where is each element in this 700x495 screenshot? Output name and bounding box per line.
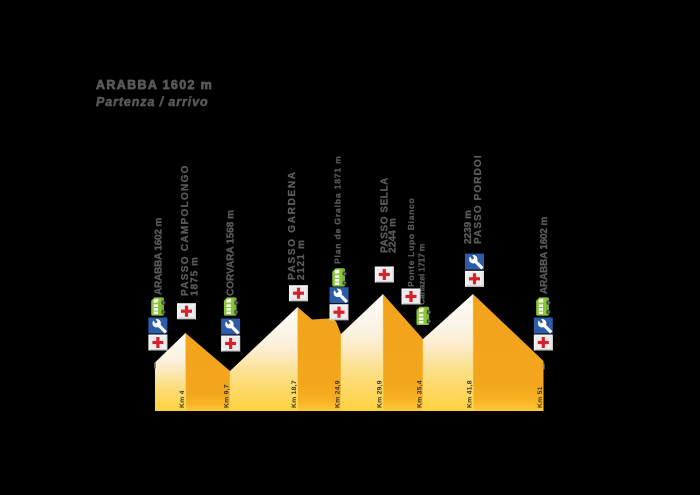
- svg-text:Km 4: Km 4: [179, 390, 186, 408]
- svg-text:2244 m: 2244 m: [388, 218, 399, 253]
- svg-text:Km 9,7: Km 9,7: [224, 384, 231, 408]
- svg-text:ARABBA 1602 m: ARABBA 1602 m: [539, 217, 550, 294]
- svg-text:Km 41,8: Km 41,8: [467, 380, 474, 408]
- svg-text:Km 51: Km 51: [537, 386, 544, 408]
- svg-text:CORVARA 1568 m: CORVARA 1568 m: [226, 210, 237, 296]
- svg-text:Km 18,7: Km 18,7: [291, 380, 298, 408]
- svg-text:PASSO PORDOI: PASSO PORDOI: [473, 154, 484, 244]
- svg-text:1875 m: 1875 m: [190, 256, 201, 296]
- svg-text:Km 35,4: Km 35,4: [417, 380, 424, 408]
- svg-text:ARABBA 1602 m: ARABBA 1602 m: [154, 218, 165, 295]
- svg-text:2121 m: 2121 m: [296, 239, 307, 280]
- svg-text:Km 29,9: Km 29,9: [377, 380, 384, 408]
- svg-text:Canazei 1717 m: Canazei 1717 m: [417, 243, 427, 305]
- svg-text:Km 24,9: Km 24,9: [335, 380, 342, 408]
- svg-text:PASSO CAMPOLONGO: PASSO CAMPOLONGO: [180, 164, 191, 296]
- svg-text:2239 m: 2239 m: [463, 210, 474, 244]
- svg-text:PASSO GARDENA: PASSO GARDENA: [287, 170, 298, 280]
- svg-text:PASSO SELLA: PASSO SELLA: [380, 177, 391, 253]
- svg-text:Plan de Gralba 1871 m: Plan de Gralba 1871 m: [333, 155, 343, 264]
- svg-text:Ponte Lupo Bianco: Ponte Lupo Bianco: [406, 198, 416, 287]
